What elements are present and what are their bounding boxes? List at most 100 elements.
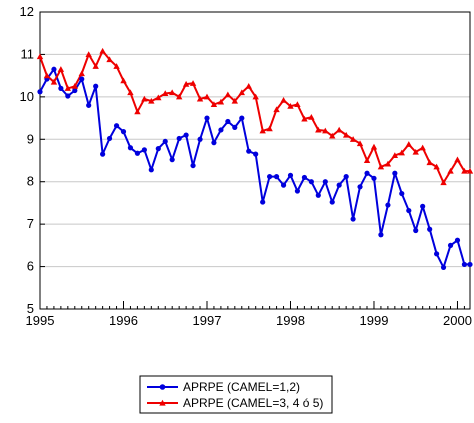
series-1-point-25	[211, 140, 217, 146]
series-1-point-30	[246, 148, 252, 154]
series-1-point-60	[454, 237, 461, 243]
series-2-point-39	[308, 114, 315, 120]
series-2-point-51	[391, 152, 399, 158]
x-tick-label-1995: 1995	[26, 313, 55, 328]
series-2-point-3	[57, 66, 65, 72]
series-1-point-21	[183, 132, 189, 138]
series-1-point-20	[176, 135, 182, 142]
series-2-point-21	[182, 80, 190, 87]
series-1-point-26	[218, 127, 224, 133]
series-2-point-24	[203, 93, 211, 100]
series-2-point-33	[266, 125, 273, 132]
y-tick-label-9: 9	[27, 131, 34, 146]
series-1-point-52	[399, 190, 405, 197]
series-1-point-50	[385, 202, 391, 208]
series-2-point-57	[433, 163, 440, 170]
series-1-point-23	[197, 136, 203, 142]
series-1-point-61	[461, 261, 468, 268]
series-markers	[36, 47, 474, 271]
series-2-point-14	[134, 108, 141, 115]
series-2-point-36	[287, 102, 294, 109]
series-1-point-29	[239, 115, 245, 121]
series-2-point-47	[363, 157, 371, 164]
series-1-point-33	[267, 174, 273, 180]
series-2-point-35	[280, 97, 287, 103]
series-1-point-46	[357, 184, 363, 190]
series-2-point-17	[155, 94, 162, 101]
series-2-point-16	[148, 97, 155, 104]
series-2-point-44	[342, 131, 350, 138]
axes	[39, 11, 471, 310]
series-1-point-18	[162, 138, 168, 145]
series-2-point-45	[349, 136, 357, 142]
series-2-point-18	[162, 90, 169, 97]
series-2-point-19	[168, 89, 176, 96]
series-1-point-32	[260, 199, 266, 205]
series-1-point-22	[190, 162, 196, 169]
series-1-point-53	[406, 207, 412, 214]
series-2-line	[39, 50, 470, 184]
series-2-point-43	[335, 126, 343, 133]
series-2-point-9	[99, 47, 106, 54]
series-2-point-52	[398, 149, 405, 156]
y-tick-label-8: 8	[27, 174, 34, 189]
series-1-point-13	[127, 145, 134, 151]
series-2-point-54	[412, 148, 419, 155]
series-2-point-50	[384, 160, 392, 167]
series-2-point-31	[252, 93, 259, 100]
series-2-point-34	[273, 106, 280, 113]
series-1-point-39	[308, 179, 314, 185]
y-tick-label-7: 7	[27, 216, 34, 231]
series-2-point-23	[196, 95, 204, 102]
series-1-point-15	[141, 147, 147, 153]
series-2-point-2	[50, 78, 58, 85]
legend-series2-marker	[159, 399, 166, 406]
series-1-point-2	[51, 66, 57, 72]
series-1-point-4	[65, 93, 71, 99]
legend: APRPE (CAMEL=1,2) APRPE (CAMEL=3, 4 ó 5)	[139, 375, 333, 414]
series-1-point-35	[280, 182, 287, 188]
series-1-point-8	[93, 83, 99, 89]
series-2-point-26	[217, 98, 225, 105]
series-2-point-32	[259, 127, 266, 134]
series-1-point-0	[37, 89, 43, 95]
series-1-point-16	[148, 167, 154, 173]
series-1-point-42	[329, 199, 335, 205]
series-2-point-58	[440, 179, 447, 186]
series-2-point-49	[377, 163, 385, 170]
series-1-point-59	[447, 242, 454, 248]
series-2-point-56	[426, 159, 433, 166]
series-2-point-53	[405, 141, 412, 147]
series-2-point-60	[454, 156, 461, 163]
series-2-point-12	[120, 77, 127, 84]
series-2-point-30	[245, 83, 252, 89]
legend-box	[139, 375, 333, 414]
series-1-point-45	[350, 216, 356, 222]
series-2-point-55	[419, 144, 426, 151]
series-2-point-8	[92, 63, 99, 69]
series-1-point-7	[86, 102, 92, 108]
series-1-point-48	[371, 175, 377, 181]
y-tick-label-6: 6	[27, 259, 34, 274]
series-2-point-42	[329, 132, 336, 139]
series-2-point-37	[294, 101, 301, 108]
y-tick-label-10: 10	[20, 89, 34, 104]
series-2-point-29	[238, 89, 246, 96]
x-tick-label-1999: 1999	[360, 313, 389, 328]
series-2-point-38	[301, 115, 308, 122]
series-1-point-43	[336, 182, 342, 188]
series-2-point-15	[141, 95, 148, 102]
series-1-point-49	[378, 232, 384, 238]
plot-frame	[39, 11, 471, 310]
series-2-point-41	[322, 127, 329, 134]
series-2-point-28	[231, 97, 238, 104]
series-2-point-59	[447, 167, 454, 174]
series-2-point-4	[64, 85, 72, 91]
series-1-point-55	[420, 203, 426, 209]
series-2-point-13	[127, 89, 134, 96]
legend-series1-marker	[159, 384, 166, 390]
gridlines	[40, 53, 470, 268]
series-1-point-54	[413, 227, 419, 234]
y-tick-label-11: 11	[21, 46, 35, 61]
series-1-point-19	[169, 157, 175, 163]
